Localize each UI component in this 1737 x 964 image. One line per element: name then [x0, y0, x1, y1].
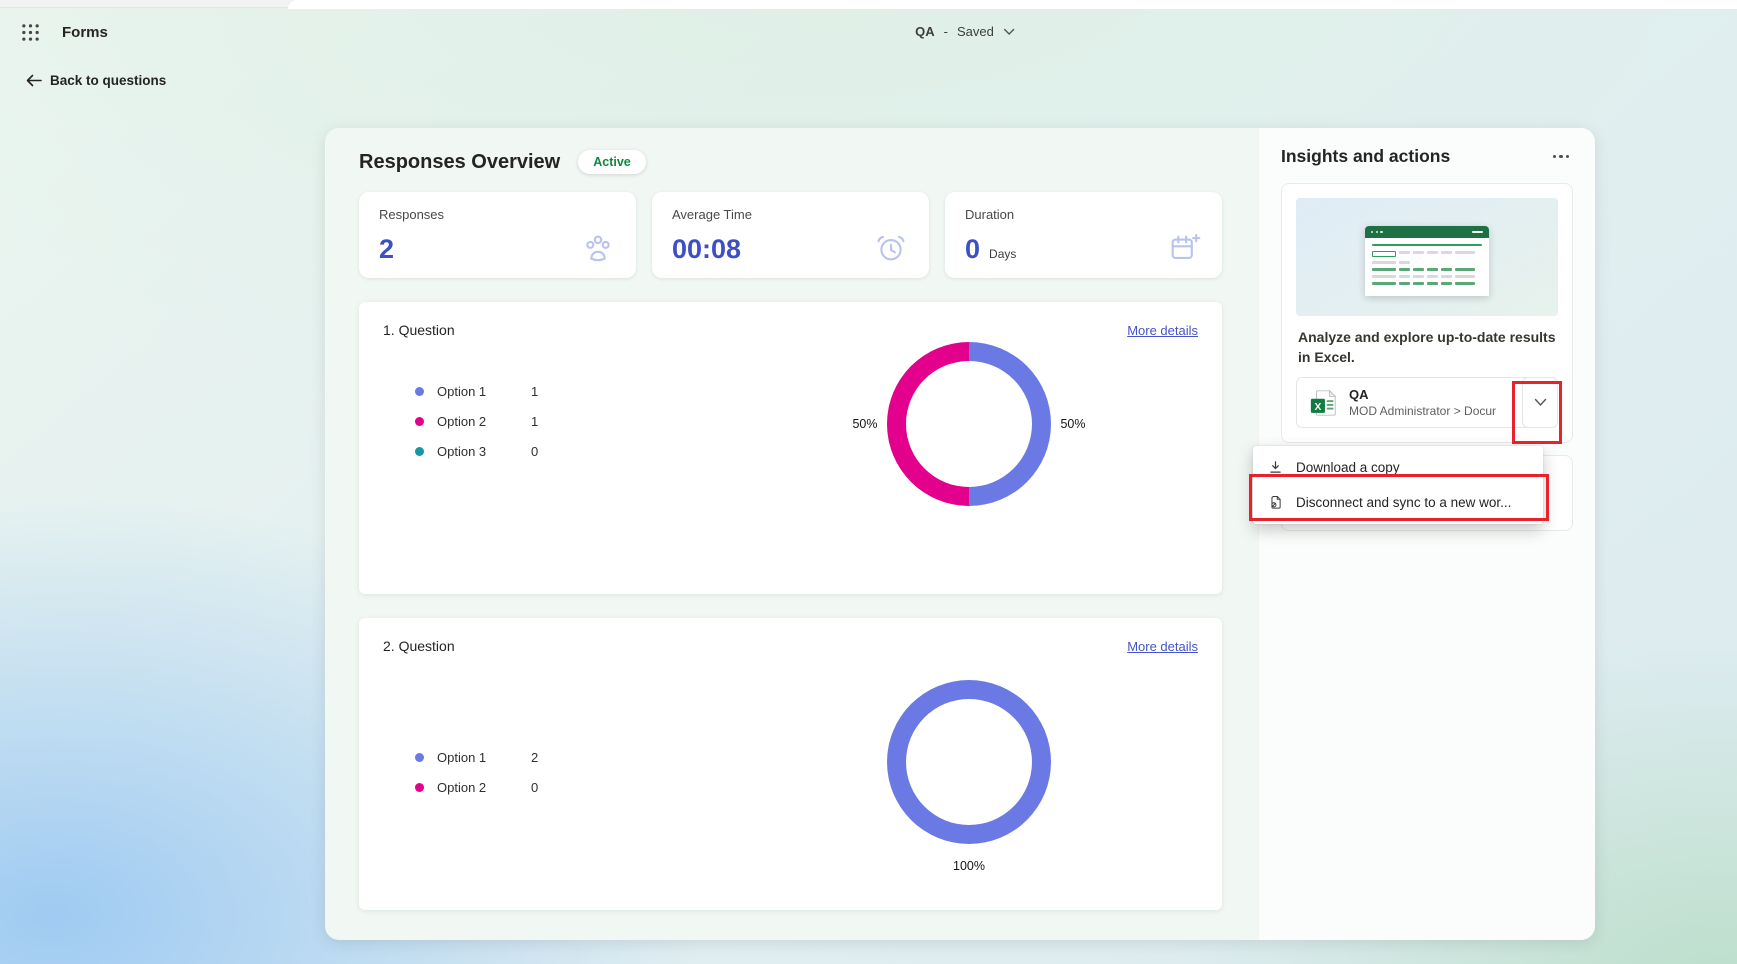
legend-row: Option 3 0: [415, 444, 538, 459]
legend-dot: [415, 387, 424, 396]
legend-row: Option 2 0: [415, 780, 538, 795]
app-launcher-waffle-icon[interactable]: [14, 16, 46, 48]
app-title: Forms: [62, 23, 108, 41]
legend-count: 1: [531, 384, 539, 399]
stat-value: 00:08: [672, 234, 742, 264]
menu-item-label: Disconnect and sync to a new wor...: [1296, 495, 1512, 510]
status-badge: Active: [578, 150, 646, 174]
legend-label: Option 2: [437, 414, 487, 429]
back-arrow-icon: [26, 74, 42, 87]
legend-label: Option 2: [437, 780, 487, 795]
stat-label: Responses: [379, 207, 445, 222]
stat-label: Duration: [965, 207, 1015, 222]
stat-card-responses: Responses 2: [359, 192, 636, 278]
overview-header: Responses Overview Active: [359, 150, 1222, 174]
back-link-label: Back to questions: [50, 73, 167, 88]
legend-row: Option 1 2: [415, 750, 538, 765]
file-options-dropdown-menu: Download a copy Disconnect and sync to a…: [1253, 446, 1543, 524]
people-icon: [580, 231, 616, 265]
stat-value: 2: [379, 234, 395, 264]
spreadsheet-window-graphic: [1365, 226, 1489, 297]
legend-count: 0: [531, 780, 539, 795]
donut-ring: [887, 680, 1051, 844]
file-path: MOD Administrator > Docur: [1349, 404, 1497, 419]
disconnect-workbook-icon: [1267, 494, 1284, 511]
legend-dot: [415, 783, 424, 792]
legend-row: Option 1 1: [415, 384, 538, 399]
stat-unit: Days: [989, 247, 1017, 261]
legend-count: 0: [531, 444, 539, 459]
stat-card-duration: Duration 0 Days: [945, 192, 1222, 278]
menu-item-download-copy[interactable]: Download a copy: [1253, 450, 1543, 485]
more-options-ellipsis-icon[interactable]: [1549, 149, 1574, 165]
browser-tab-edge: [288, 0, 1737, 9]
app-header: Forms: [14, 16, 108, 48]
chart-legend: Option 1 1 Option 2 1 Option 3 0: [415, 384, 538, 474]
download-icon: [1267, 459, 1284, 476]
file-name: QA: [1349, 387, 1369, 403]
donut-percent-label: 50%: [1060, 417, 1086, 431]
legend-count: 1: [531, 414, 539, 429]
chevron-down-icon: [1003, 28, 1015, 35]
stat-value: 0: [965, 234, 981, 264]
insights-title: Insights and actions: [1281, 146, 1451, 166]
alarm-clock-icon: [873, 231, 909, 265]
menu-item-disconnect-sync[interactable]: Disconnect and sync to a new wor...: [1253, 485, 1543, 520]
excel-file-row[interactable]: X QA MOD Administrator > Docur: [1296, 377, 1558, 429]
legend-label: Option 1: [437, 750, 487, 765]
donut-percent-label: 100%: [953, 859, 985, 873]
document-name: QA: [915, 24, 935, 39]
legend-dot: [415, 417, 424, 426]
document-title-bar[interactable]: QA - Saved: [915, 24, 1015, 39]
excel-sync-card: Analyze and explore up-to-date results i…: [1281, 183, 1573, 444]
overview-content: Responses Overview Active Responses 2: [325, 128, 1258, 940]
legend-label: Option 3: [437, 444, 487, 459]
more-details-link[interactable]: More details: [1127, 638, 1198, 654]
menu-item-label: Download a copy: [1296, 460, 1400, 475]
responses-overview-card: Responses Overview Active Responses 2: [325, 128, 1595, 940]
question-title: 1. Question: [383, 322, 455, 338]
excel-illustration: [1296, 198, 1558, 316]
donut-chart: 100%: [887, 680, 1051, 873]
excel-file-icon: X: [1310, 389, 1337, 416]
donut-ring: [887, 342, 1051, 506]
legend-dot: [415, 753, 424, 762]
legend-label: Option 1: [437, 384, 487, 399]
insights-panel: Insights and actions: [1258, 128, 1595, 940]
question-title: 2. Question: [383, 638, 455, 654]
question-card-1: 1. Question More details Option 1 1 Option…: [359, 302, 1222, 594]
donut-percent-label: 50%: [852, 417, 878, 431]
chart-legend: Option 1 2 Option 2 0: [415, 750, 538, 810]
donut-chart: 50% 50%: [852, 342, 1086, 506]
waffle-icon: [21, 23, 39, 41]
file-options-chevron-button[interactable]: [1522, 377, 1558, 429]
back-to-questions-link[interactable]: Back to questions: [26, 73, 166, 88]
legend-dot: [415, 447, 424, 456]
page-title: Responses Overview: [359, 150, 561, 173]
title-separator: -: [943, 24, 948, 39]
save-status: Saved: [956, 24, 994, 39]
stats-row: Responses 2 Av: [359, 192, 1222, 278]
calendar-icon: [1166, 231, 1202, 265]
excel-description: Analyze and explore up-to-date results i…: [1298, 329, 1556, 365]
question-card-2: 2. Question More details Option 1 2 Option…: [359, 618, 1222, 910]
svg-text:X: X: [1314, 402, 1321, 413]
stat-card-average-time: Average Time 00:08: [652, 192, 929, 278]
legend-count: 2: [531, 750, 539, 765]
stat-label: Average Time: [672, 207, 752, 222]
legend-row: Option 2 1: [415, 414, 538, 429]
more-details-link[interactable]: More details: [1127, 322, 1198, 338]
chevron-down-icon: [1534, 398, 1546, 407]
